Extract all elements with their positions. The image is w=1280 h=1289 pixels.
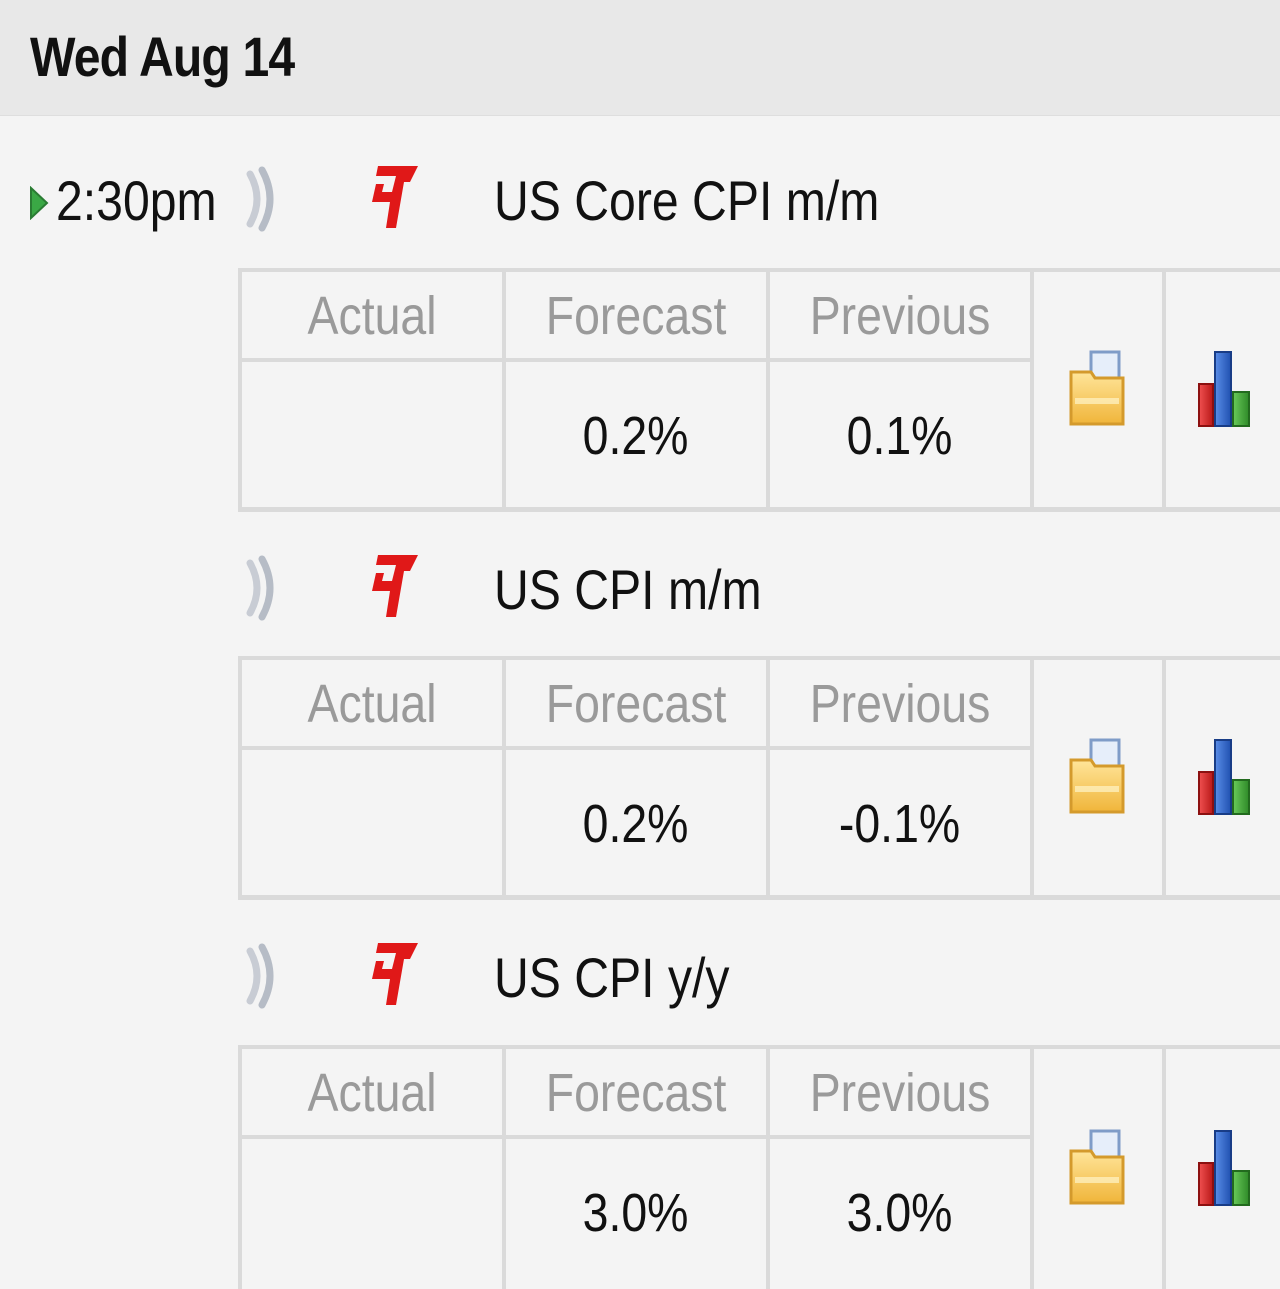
forecast-value: 3.0% (583, 1182, 689, 1243)
table-divider (242, 746, 1032, 750)
play-arrow-icon (30, 186, 49, 220)
folder-icon[interactable] (1069, 738, 1127, 818)
table-divider (242, 358, 1032, 362)
high-impact-icon (372, 943, 418, 1005)
chart-button[interactable] (1166, 1049, 1280, 1289)
column-header-forecast: Forecast (545, 674, 727, 734)
folder-icon[interactable] (1069, 350, 1127, 430)
column-header-actual: Actual (307, 1063, 437, 1123)
bar-chart-icon[interactable] (1197, 738, 1253, 818)
column-header-actual: Actual (307, 674, 437, 734)
actual-value (242, 1141, 502, 1284)
column-header-previous: Previous (809, 286, 991, 346)
forecast-value: 0.2% (583, 405, 689, 466)
forecast-value: 0.2% (583, 793, 689, 854)
previous-value: -0.1% (839, 793, 961, 854)
speaker-icon[interactable] (244, 943, 278, 1009)
speaker-icon[interactable] (244, 555, 278, 621)
column-divider (1030, 660, 1034, 895)
event-title: US Core CPI m/m (494, 169, 880, 232)
date-header: Wed Aug 14 (0, 0, 1280, 116)
folder-icon[interactable] (1069, 1129, 1127, 1209)
high-impact-icon (372, 166, 418, 228)
column-divider (1030, 272, 1034, 507)
column-divider (1162, 272, 1166, 507)
column-header-previous: Previous (809, 1063, 991, 1123)
date-label: Wed Aug 14 (30, 25, 295, 88)
column-divider (766, 272, 770, 507)
bar-chart-icon[interactable] (1197, 1129, 1253, 1209)
column-divider (1162, 660, 1166, 895)
bar-chart-icon[interactable] (1197, 350, 1253, 430)
column-divider (502, 1049, 506, 1289)
event-title: US CPI m/m (494, 558, 762, 621)
column-header-forecast: Forecast (545, 1063, 727, 1123)
column-divider (502, 272, 506, 507)
previous-value: 3.0% (847, 1182, 953, 1243)
event-time: 2:30pm (56, 169, 217, 232)
event-data-table: Actual Forecast Previous 3.0% 3.0% (238, 1045, 1280, 1289)
actual-value (242, 752, 502, 895)
column-header-forecast: Forecast (545, 286, 727, 346)
event-title: US CPI y/y (494, 946, 730, 1009)
event-data-table: Actual Forecast Previous 0.2% 0.1% (238, 268, 1280, 512)
chart-button[interactable] (1166, 272, 1280, 507)
details-button[interactable] (1034, 272, 1162, 507)
high-impact-icon (372, 555, 418, 617)
table-divider (242, 1135, 1032, 1139)
column-header-previous: Previous (809, 674, 991, 734)
previous-value: 0.1% (847, 405, 953, 466)
column-divider (1030, 1049, 1034, 1289)
event-data-table: Actual Forecast Previous 0.2% -0.1% (238, 656, 1280, 900)
chart-button[interactable] (1166, 660, 1280, 895)
column-divider (1162, 1049, 1166, 1289)
column-divider (766, 660, 770, 895)
column-header-actual: Actual (307, 286, 437, 346)
column-divider (766, 1049, 770, 1289)
speaker-icon[interactable] (244, 166, 278, 232)
actual-value (242, 364, 502, 507)
details-button[interactable] (1034, 660, 1162, 895)
column-divider (502, 660, 506, 895)
details-button[interactable] (1034, 1049, 1162, 1289)
